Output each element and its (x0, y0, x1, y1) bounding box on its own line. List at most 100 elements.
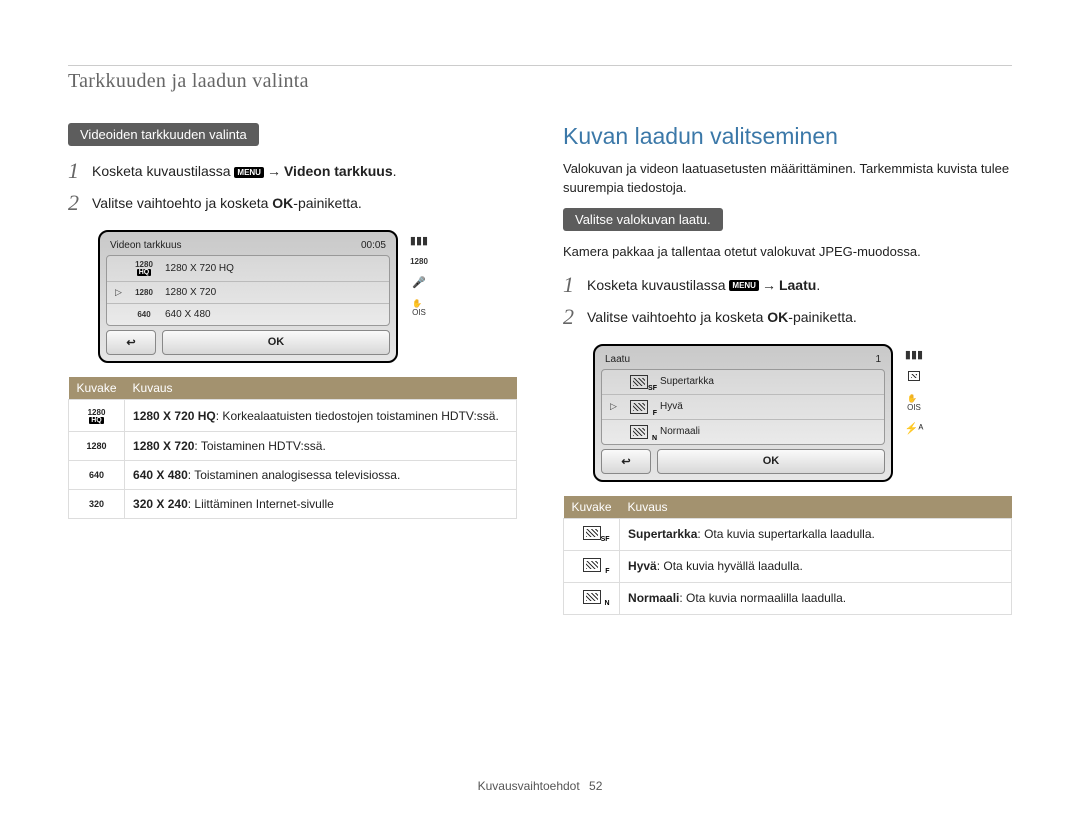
left-column: Videoiden tarkkuuden valinta 1 Kosketa k… (68, 123, 517, 615)
option-label: Supertarkka (660, 376, 714, 387)
step-text: Valitse vaihtoehto ja kosketa OK-painike… (587, 309, 857, 325)
period: . (393, 163, 397, 179)
table-row: 320 320 X 240: Liittäminen Internet-sivu… (69, 490, 517, 519)
manual-page: { "page": { "breadcrumb": "Tarkkuuden ja… (0, 0, 1080, 815)
screen-bottom-bar: ↩ OK (106, 330, 390, 355)
left-step-1: 1 Kosketa kuvaustilassa MENU→Videon tark… (68, 158, 517, 184)
res-icon: 1280HQ (131, 261, 157, 276)
desc-cell: 1280 X 720: Toistaminen HDTV:ssä. (125, 432, 517, 461)
icon-cell: 640 (69, 461, 125, 490)
video-resolution-table: Kuvake Kuvaus 1280HQ 1280 X 720 HQ: Kork… (68, 377, 517, 519)
quality-option[interactable]: Supertarkka (602, 370, 884, 395)
table-row: 1280HQ 1280 X 720 HQ: Korkealaatuisten t… (69, 400, 517, 432)
desc-cell: 320 X 240: Liittäminen Internet-sivulle (125, 490, 517, 519)
video-resolution-heading: Videoiden tarkkuuden valinta (68, 123, 259, 146)
icon-cell: 1280 (69, 432, 125, 461)
period: . (816, 277, 820, 293)
desc-cell: Supertarkka: Ota kuvia supertarkalla laa… (620, 518, 1012, 550)
col-header-desc: Kuvaus (620, 496, 1012, 519)
desc-cell: 1280 X 720 HQ: Korkealaatuisten tiedosto… (125, 400, 517, 432)
breadcrumb: Tarkkuuden ja laadun valinta (68, 70, 1012, 93)
res-status-icon: 1280 (410, 257, 428, 266)
text-fragment: Valitse vaihtoehto ja kosketa (92, 195, 272, 211)
ok-button[interactable]: OK (657, 449, 885, 474)
ois-icon: ✋OIS (907, 394, 921, 412)
step-number: 2 (563, 304, 579, 330)
left-screen-wrap: Videon tarkkuus 00:05 1280HQ 1280 X 720 … (98, 230, 517, 363)
menu-icon: MENU (729, 280, 759, 291)
ok-button[interactable]: OK (162, 330, 390, 355)
video-option[interactable]: 1280HQ 1280 X 720 HQ (107, 256, 389, 282)
quality-table: Kuvake Kuvaus Supertarkka: Ota kuvia sup… (563, 496, 1012, 615)
video-option-list: 1280HQ 1280 X 720 HQ ▷ 1280 1280 X 720 6… (106, 255, 390, 326)
option-label: 640 X 480 (165, 309, 211, 320)
res-icon: 640 (131, 310, 157, 319)
table-row: 640 640 X 480: Toistaminen analogisessa … (69, 461, 517, 490)
camera-screen-quality: Laatu 1 Supertarkka ▷ Hyvä (593, 344, 893, 482)
top-divider (68, 65, 1012, 66)
option-label: Hyvä (660, 401, 683, 412)
step-text: Kosketa kuvaustilassa MENU→Videon tarkku… (92, 163, 397, 179)
option-label: Normaali (660, 426, 700, 437)
step-text: Kosketa kuvaustilassa MENU→Laatu. (587, 277, 820, 293)
col-header-icon: Kuvake (69, 377, 125, 400)
icon-cell: 1280HQ (69, 400, 125, 432)
back-button[interactable]: ↩ (601, 449, 651, 474)
mic-icon: 🎤 (412, 276, 426, 289)
text-fragment: Kosketa kuvaustilassa (587, 277, 729, 293)
quality-icon (626, 400, 652, 414)
text-fragment: -painiketta. (293, 195, 361, 211)
text-fragment: Kosketa kuvaustilassa (92, 163, 234, 179)
right-column: Kuvan laadun valitseminen Valokuvan ja v… (563, 123, 1012, 615)
text-fragment: -painiketta. (788, 309, 856, 325)
video-option[interactable]: 640 640 X 480 (107, 304, 389, 325)
battery-icon: ▮▮▮ (905, 348, 923, 361)
ok-icon: OK (767, 309, 788, 325)
battery-icon: ▮▮▮ (410, 234, 428, 247)
icon-cell (564, 582, 620, 614)
quality-icon (626, 375, 652, 389)
step-number: 1 (563, 272, 579, 298)
quality-option[interactable]: ▷ Hyvä (602, 395, 884, 420)
ois-icon: ✋OIS (412, 299, 426, 317)
quality-status-icon (908, 371, 920, 384)
quality-heading: Kuvan laadun valitseminen (563, 123, 1012, 150)
col-header-desc: Kuvaus (125, 377, 517, 400)
quality-option[interactable]: Normaali (602, 420, 884, 444)
table-row: Hyvä: Ota kuvia hyvällä laadulla. (564, 550, 1012, 582)
side-status-icons: ▮▮▮ ✋OIS ⚡ᴬ (901, 344, 927, 435)
content-columns: Videoiden tarkkuuden valinta 1 Kosketa k… (68, 123, 1012, 615)
page-footer: Kuvausvaihtoehdot 52 (0, 779, 1080, 793)
step-number: 2 (68, 190, 84, 216)
back-button[interactable]: ↩ (106, 330, 156, 355)
right-screen-wrap: Laatu 1 Supertarkka ▷ Hyvä (593, 344, 1012, 482)
left-steps: 1 Kosketa kuvaustilassa MENU→Videon tark… (68, 158, 517, 216)
flash-icon: ⚡ᴬ (905, 422, 924, 435)
desc-cell: Normaali: Ota kuvia normaalilla laadulla… (620, 582, 1012, 614)
bold-label: Videon tarkkuus (284, 163, 393, 179)
screen-header: Laatu 1 (601, 352, 885, 369)
video-option[interactable]: ▷ 1280 1280 X 720 (107, 282, 389, 304)
col-header-icon: Kuvake (564, 496, 620, 519)
desc-cell: Hyvä: Ota kuvia hyvällä laadulla. (620, 550, 1012, 582)
icon-cell: 320 (69, 490, 125, 519)
bold-label: Laatu (779, 277, 816, 293)
arrow-icon: → (762, 277, 776, 293)
photo-quality-heading: Valitse valokuvan laatu. (563, 208, 723, 231)
table-row: Normaali: Ota kuvia normaalilla laadulla… (564, 582, 1012, 614)
desc-cell: 640 X 480: Toistaminen analogisessa tele… (125, 461, 517, 490)
selection-marker: ▷ (115, 287, 123, 298)
screen-title: Laatu (605, 354, 630, 365)
right-step-1: 1 Kosketa kuvaustilassa MENU→Laatu. (563, 272, 1012, 298)
screen-header: Videon tarkkuus 00:05 (106, 238, 390, 255)
step-text: Valitse vaihtoehto ja kosketa OK-painike… (92, 195, 362, 211)
icon-cell (564, 518, 620, 550)
table-header-row: Kuvake Kuvaus (69, 377, 517, 400)
step-number: 1 (68, 158, 84, 184)
screen-bottom-bar: ↩ OK (601, 449, 885, 474)
table-header-row: Kuvake Kuvaus (564, 496, 1012, 519)
right-steps: 1 Kosketa kuvaustilassa MENU→Laatu. 2 Va… (563, 272, 1012, 330)
quality-option-list: Supertarkka ▷ Hyvä Normaali (601, 369, 885, 445)
screen-title: Videon tarkkuus (110, 240, 182, 251)
text-fragment: Valitse vaihtoehto ja kosketa (587, 309, 767, 325)
